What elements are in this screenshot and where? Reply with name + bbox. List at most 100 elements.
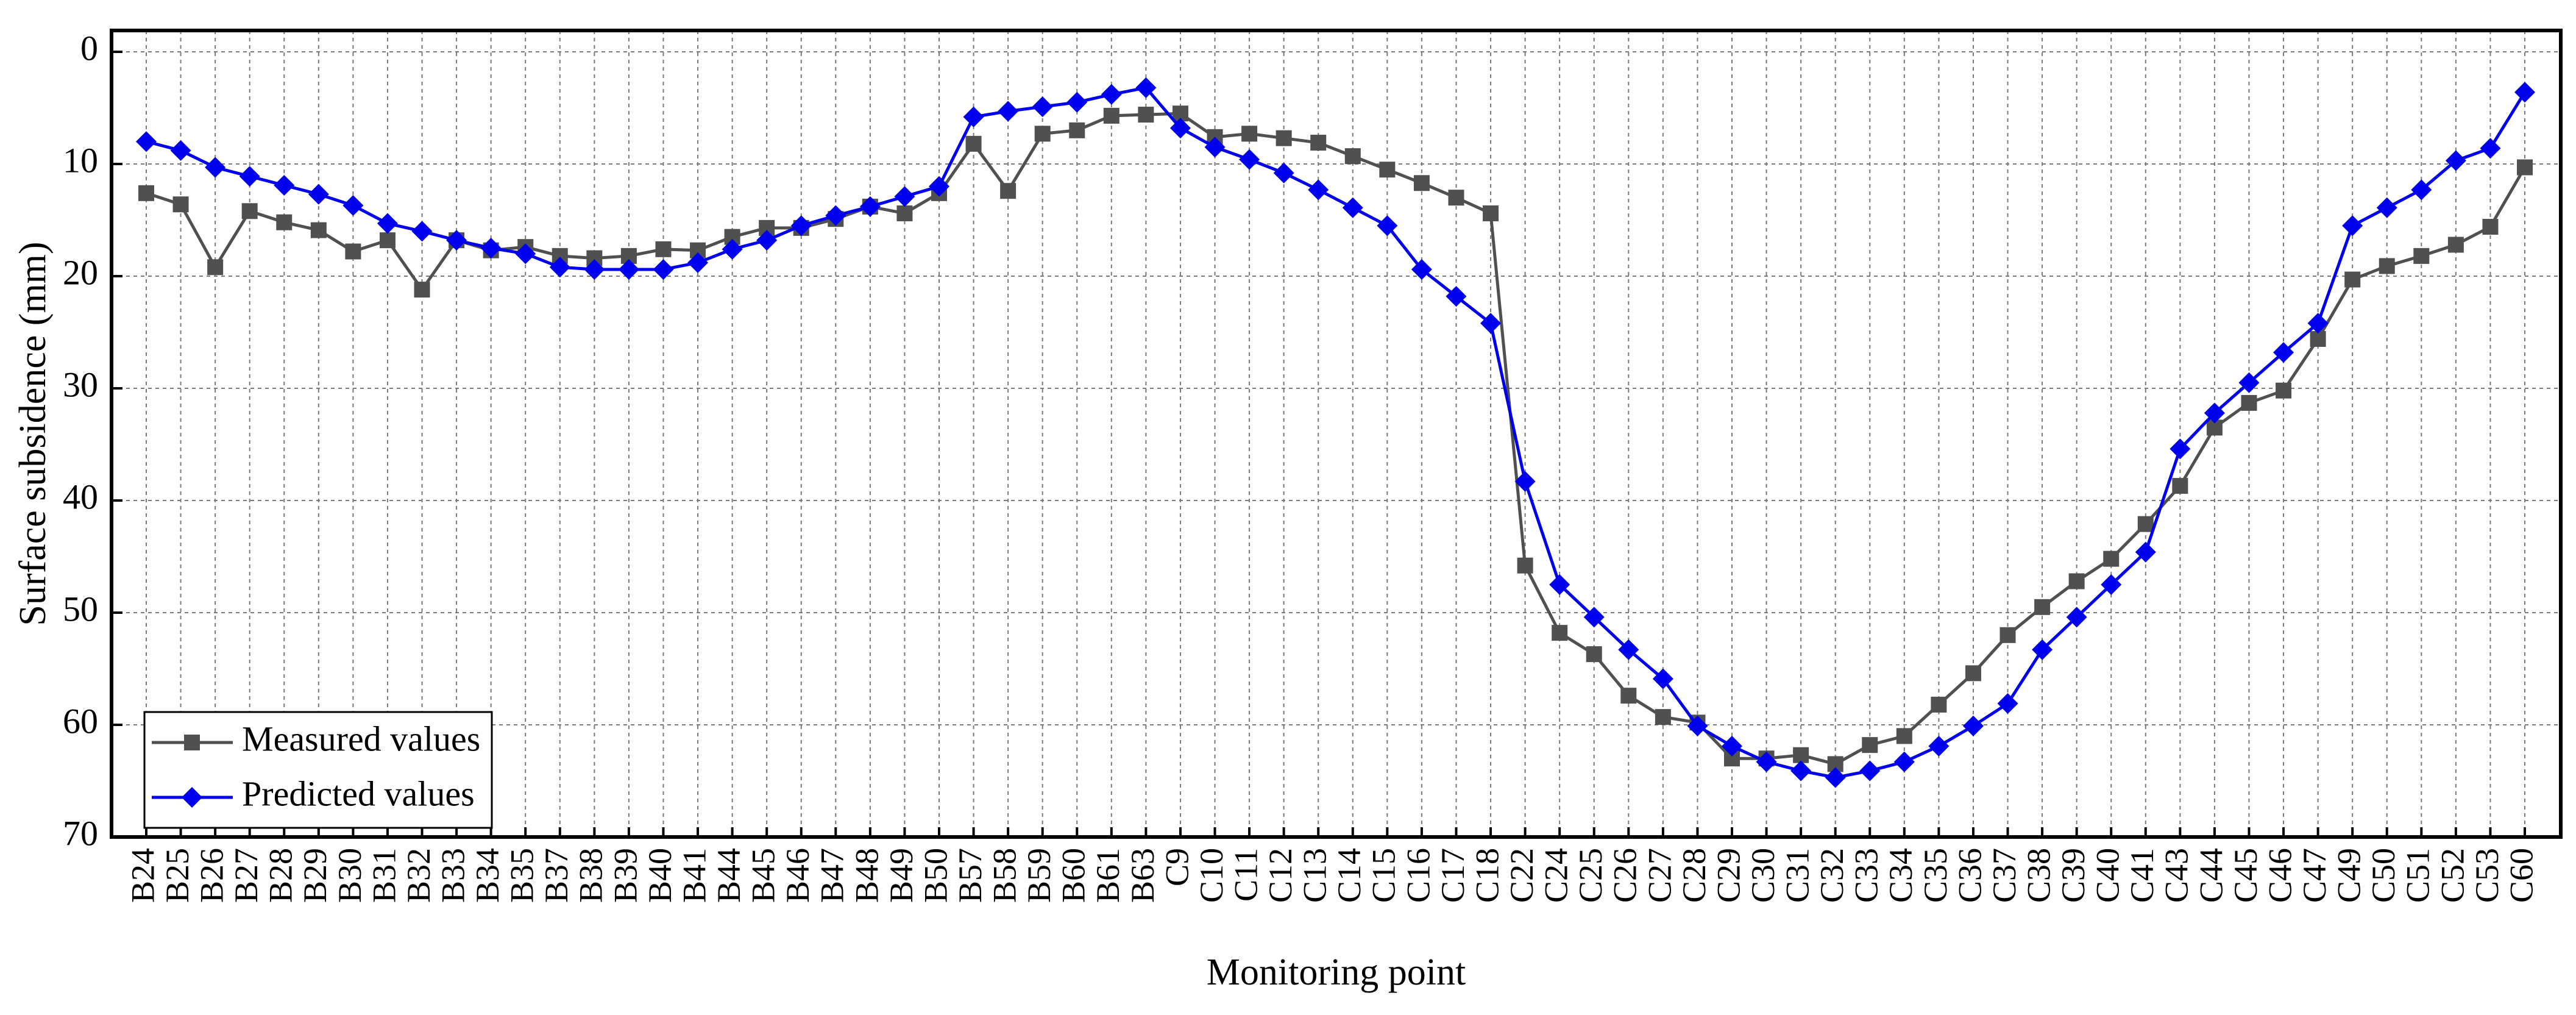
measured-point: [2068, 573, 2085, 589]
predicted-point: [2480, 138, 2501, 159]
x-tick-label: B25: [159, 848, 196, 903]
predicted-point: [446, 230, 467, 251]
x-tick-label: C30: [1745, 848, 1781, 903]
measured-point: [1000, 183, 1017, 199]
x-tick-label: C45: [2227, 848, 2264, 903]
x-tick-label: C14: [1331, 848, 1368, 903]
predicted-point: [1859, 760, 1881, 782]
predicted-point: [342, 195, 364, 216]
measured-point: [2447, 237, 2464, 253]
predicted-point: [1549, 574, 1570, 595]
x-tick-label: B48: [848, 848, 885, 903]
y-tick-label: 40: [63, 477, 98, 516]
measured-point: [2172, 478, 2188, 494]
measured-point: [2103, 550, 2120, 567]
predicted-point: [1239, 149, 1260, 170]
measured-point: [896, 205, 913, 221]
predicted-point: [2307, 313, 2329, 334]
predicted-point: [929, 176, 949, 197]
predicted-point: [1962, 715, 1984, 736]
x-tick-label: C12: [1262, 848, 1299, 903]
measured-point: [379, 232, 396, 249]
predicted-point: [653, 258, 674, 280]
x-tick-label: C13: [1297, 848, 1333, 903]
legend: Measured values Predicted values: [143, 711, 493, 829]
measured-point: [2137, 516, 2154, 532]
predicted-point: [687, 252, 709, 273]
measured-point: [1931, 696, 1947, 713]
predicted-point: [2273, 342, 2294, 363]
x-tick-label: C34: [1882, 848, 1919, 903]
measured-point: [1552, 625, 1568, 641]
x-tick-label: C60: [2503, 848, 2539, 903]
predicted-point: [1825, 767, 1846, 788]
legend-marker: [184, 735, 200, 750]
x-tick-label: C25: [1572, 848, 1609, 903]
x-tick-label: C47: [2296, 848, 2333, 903]
measured-point: [2310, 331, 2326, 347]
x-tick-label: B28: [263, 848, 299, 903]
x-tick-label: B50: [917, 848, 954, 903]
predicted-point: [1687, 715, 1708, 736]
measured-point: [1793, 747, 1809, 763]
y-axis-title: Surface subsidence (mm): [12, 241, 54, 625]
x-tick-label: B37: [538, 848, 575, 903]
predicted-point: [2411, 179, 2432, 201]
measured-point: [655, 241, 672, 257]
measured-point: [1448, 190, 1464, 206]
measured-point: [138, 185, 154, 201]
measured-point: [1069, 122, 1085, 138]
x-tick-label: C26: [1607, 848, 1644, 903]
measured-point: [2344, 271, 2361, 288]
x-tick-label: C39: [2055, 848, 2092, 903]
predicted-point: [2445, 150, 2466, 171]
predicted-point: [1583, 607, 1605, 628]
x-tick-label: C35: [1917, 848, 1954, 903]
x-tick-label: C38: [2020, 848, 2057, 903]
predicted-point: [998, 101, 1019, 122]
measured-point: [1344, 148, 1361, 165]
predicted-point: [2135, 541, 2156, 563]
x-tick-label: B24: [124, 848, 161, 903]
measured-point: [1276, 130, 1292, 146]
legend-label: Predicted values: [242, 774, 475, 813]
legend-marker: [182, 787, 202, 808]
data-series: [136, 77, 2535, 788]
x-tick-label: B29: [297, 848, 333, 903]
y-tick-label: 0: [80, 28, 98, 68]
x-tick-label: C22: [1503, 848, 1540, 903]
x-tick-label: B30: [332, 848, 368, 903]
measured-point: [2413, 248, 2430, 264]
predicted-point: [308, 183, 329, 205]
x-tick-label: C32: [1814, 848, 1850, 903]
measured-point: [1896, 728, 1912, 744]
predicted-point: [549, 257, 570, 278]
x-tick-label: B27: [228, 848, 264, 903]
predicted-point: [170, 140, 191, 161]
measured-point: [276, 214, 293, 230]
x-tick-label: B41: [676, 848, 712, 903]
predicted-point: [1204, 137, 1226, 158]
measured-series: [138, 105, 2533, 772]
x-tick-label: C16: [1400, 848, 1436, 903]
x-tick-label: C49: [2331, 848, 2368, 903]
predicted-point: [2514, 82, 2535, 103]
predicted-point: [894, 186, 915, 207]
predicted-point: [1928, 735, 1950, 757]
predicted-point: [1652, 668, 1673, 689]
x-tick-label: B39: [607, 848, 644, 903]
x-tick-label: C33: [1848, 848, 1885, 903]
x-tick-label: C17: [1435, 848, 1471, 903]
measured-point: [1413, 175, 1430, 191]
predicted-point: [274, 174, 295, 196]
axes: B24B25B26B27B28B29B30B31B32B33B34B35B37B…: [63, 28, 2539, 903]
measured-point: [1241, 126, 1258, 142]
measured-point: [207, 259, 224, 276]
measured-point: [1862, 737, 1878, 753]
measured-point: [345, 243, 361, 260]
predicted-point: [1480, 313, 1502, 334]
legend-box: [143, 711, 493, 829]
predicted-point: [2170, 438, 2191, 460]
measured-point: [1999, 627, 2016, 643]
measured-point: [2276, 382, 2292, 399]
